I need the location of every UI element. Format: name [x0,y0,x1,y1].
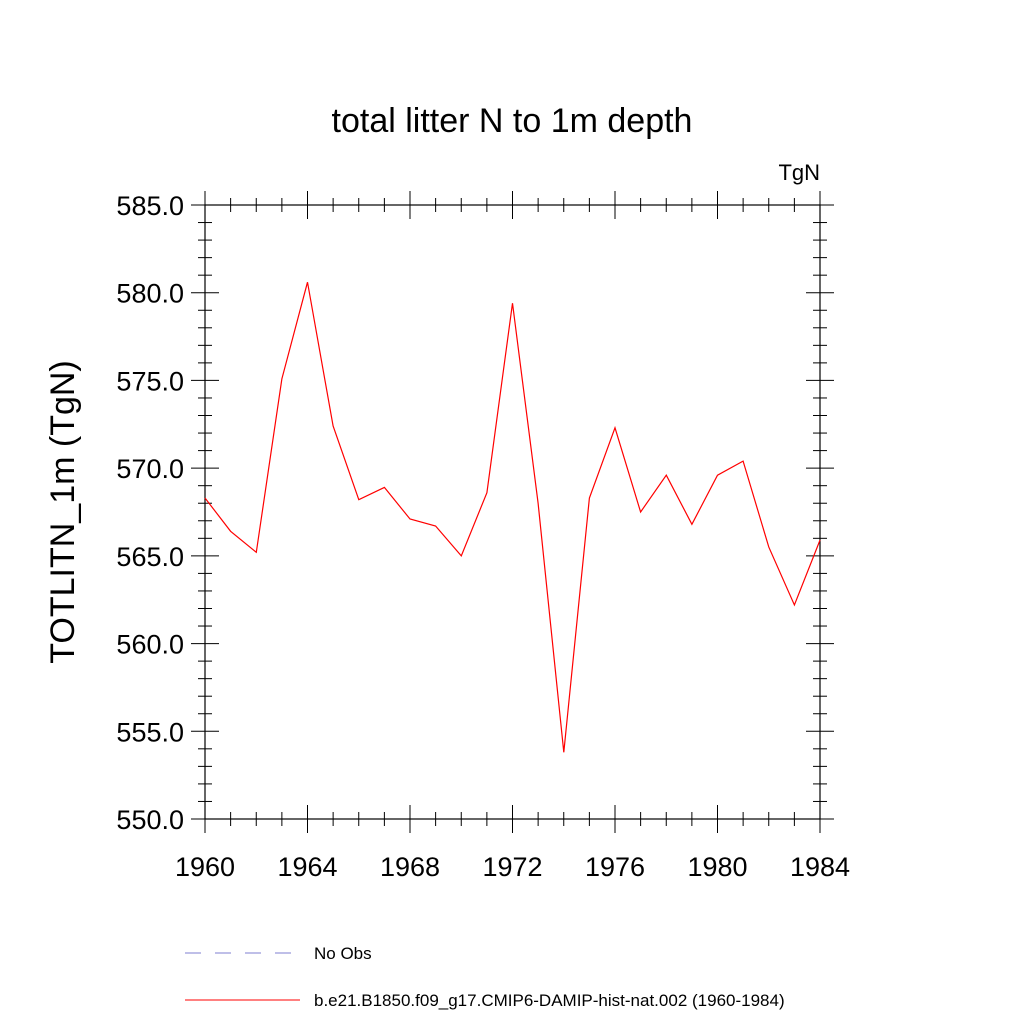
x-tick-label: 1960 [175,852,235,882]
x-tick-label: 1980 [687,852,747,882]
y-tick-label: 580.0 [116,279,184,309]
y-tick-label: 560.0 [116,630,184,660]
x-tick-label: 1964 [277,852,337,882]
y-tick-label: 555.0 [116,717,184,747]
legend: No Obs b.e21.B1850.f09_g17.CMIP6-DAMIP-hi… [185,944,785,1010]
x-tick-label: 1968 [380,852,440,882]
x-tick-label: 1976 [585,852,645,882]
y-axis-label: TOTLITN_1m (TgN) [44,360,82,664]
x-tick-label: 1984 [790,852,850,882]
series-lines [204,282,821,753]
y-tick-label: 570.0 [116,454,184,484]
x-tick-label: 1972 [482,852,542,882]
y-tick-label: 585.0 [116,191,184,221]
legend-label: b.e21.B1850.f09_g17.CMIP6-DAMIP-hist-nat… [314,991,785,1010]
chart-title: total litter N to 1m depth [332,102,693,140]
plot-frame [204,204,821,820]
y-tick-label: 575.0 [116,366,184,396]
series-line [204,282,821,753]
y-tick-labels: 550.0 555.0 560.0 565.0 570.0 575.0 580.0 585.0 [116,191,184,835]
units-label: TgN [778,160,820,185]
y-tick-label: 550.0 [116,805,184,835]
y-tick-label: 565.0 [116,542,184,572]
x-tick-labels: 1960 1964 1968 1972 1976 1980 1984 [175,852,850,882]
legend-label: No Obs [314,944,372,963]
axis-ticks [191,191,834,833]
